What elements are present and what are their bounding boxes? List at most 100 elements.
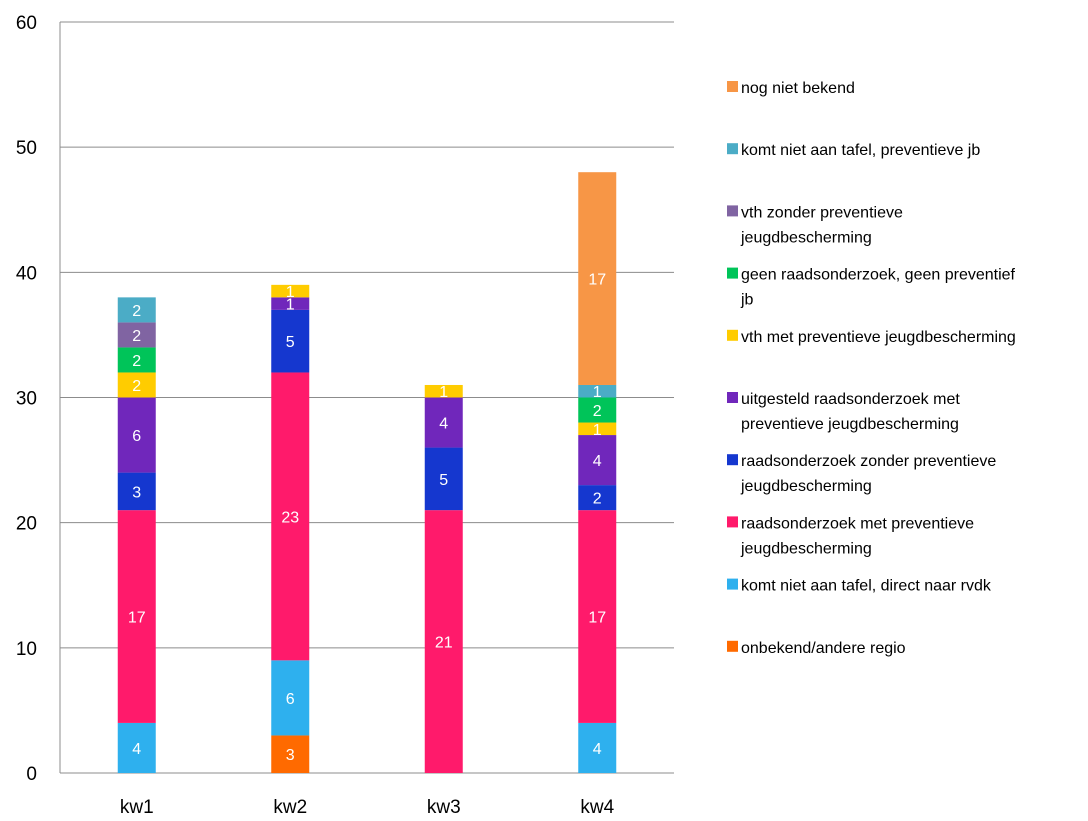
legend-label: komt niet aan tafel, direct naar rvdk	[741, 578, 992, 595]
gridlines	[59, 21, 674, 774]
y-tick-label: 50	[16, 138, 37, 159]
bar-segment	[271, 297, 310, 310]
legend-label-line: komt niet aan tafel, preventieve jb	[741, 142, 980, 159]
data-label: 2	[132, 328, 141, 345]
legend-label-line: onbekend/andere regio	[741, 640, 906, 657]
legend-label: uitgesteld raadsonderzoek met preventieve…	[741, 391, 960, 433]
data-label: 1	[286, 284, 295, 301]
legend: nog niet bekend komt niet aan tafel, prev…	[727, 80, 1016, 657]
bar-segment	[117, 472, 156, 511]
legend-swatch	[727, 454, 738, 466]
x-tick-label: kw4	[580, 797, 614, 818]
legend-label: vth met preventieve jeugdbescherming	[741, 329, 1016, 346]
legend-swatch	[727, 267, 738, 279]
bar-segment	[578, 397, 617, 423]
data-label: 2	[132, 353, 141, 370]
legend-label-line: geen raadsonderzoek, geen preventief	[741, 267, 1016, 284]
legend-label: vth zonder preventieve jeugdbescherming	[740, 204, 903, 246]
data-label: 3	[132, 484, 141, 501]
legend-swatch	[727, 392, 738, 403]
x-tick-label: kw1	[120, 797, 154, 818]
legend-label-line: nog niet bekend	[741, 80, 855, 97]
legend-label: geen raadsonderzoek, geen preventief jb	[740, 267, 1016, 309]
data-label: 4	[593, 453, 602, 470]
legend-label-line: jeugdbescherming	[740, 478, 872, 495]
legend-swatch	[727, 516, 738, 528]
legend-swatch	[727, 329, 738, 341]
x-axis-ticks: kw1 kw2 kw3 kw4	[120, 797, 615, 818]
bar-segment	[271, 660, 310, 736]
data-label: 5	[286, 334, 295, 351]
y-tick-label: 10	[16, 639, 37, 660]
bar-segment	[117, 322, 156, 348]
bar-segment	[117, 397, 156, 473]
bar-segment	[578, 172, 617, 385]
y-tick-label: 60	[16, 13, 37, 34]
legend-label-line: jeugdbescherming	[740, 540, 872, 557]
data-label: 1	[593, 422, 602, 439]
bar-segment	[578, 384, 617, 398]
data-label: 4	[593, 741, 602, 758]
y-tick-label: 0	[26, 764, 37, 785]
legend-swatch	[727, 143, 738, 155]
legend-label: onbekend/andere regio	[741, 640, 906, 657]
y-tick-label: 20	[16, 514, 37, 535]
data-label: 3	[286, 747, 295, 764]
legend-label: komt niet aan tafel, preventieve jb	[741, 142, 980, 159]
bar-segment	[424, 510, 463, 773]
legend-label-line: preventieve jeugdbescherming	[741, 416, 959, 433]
bar-segment	[578, 422, 617, 436]
legend-swatch	[727, 578, 738, 590]
data-label: 23	[281, 509, 299, 526]
bar-segment	[117, 510, 156, 723]
y-axis-ticks: 0 10 20 30 40 50 60	[16, 13, 37, 785]
bar-segment	[117, 347, 156, 373]
bar-segment	[117, 297, 156, 323]
bar-segment	[271, 309, 310, 373]
legend-label-line: komt niet aan tafel, direct naar rvdk	[741, 578, 992, 595]
legend-label-line: raadsonderzoek met preventieve	[741, 515, 974, 532]
legend-label-line: jb	[740, 292, 754, 309]
bar-segment	[424, 447, 463, 511]
data-label: 17	[588, 272, 606, 289]
data-label: 4	[132, 741, 141, 758]
legend-swatch	[727, 205, 738, 217]
bar-segment	[578, 510, 617, 723]
x-tick-label: kw3	[427, 797, 461, 818]
data-label: 21	[435, 635, 453, 652]
legend-swatch	[727, 81, 738, 92]
legend-label: raadsonderzoek zonder preventieve jeugdbe…	[740, 453, 996, 495]
bar-segment	[424, 397, 463, 448]
data-label: 6	[132, 428, 141, 445]
legend-label-line: jeugdbescherming	[740, 229, 872, 246]
legend-label-line: raadsonderzoek zonder preventieve	[741, 453, 996, 470]
data-label: 2	[132, 303, 141, 320]
data-label: 1	[439, 384, 448, 401]
bar-segment	[271, 372, 310, 661]
data-label: 1	[286, 297, 295, 314]
data-label: 2	[132, 378, 141, 395]
legend-label-line: uitgesteld raadsonderzoek met	[741, 391, 960, 408]
data-label: 5	[439, 472, 448, 489]
legend-label: nog niet bekend	[741, 80, 855, 97]
x-tick-label: kw2	[273, 797, 307, 818]
bar-segment	[271, 735, 310, 773]
data-label: 2	[593, 403, 602, 420]
data-label: 6	[286, 691, 295, 708]
data-label: 17	[588, 610, 606, 627]
bar-segment	[271, 284, 310, 298]
bar-segment	[578, 722, 617, 773]
bar-segment	[117, 722, 156, 773]
bar-segment	[117, 372, 156, 398]
data-label: 1	[593, 384, 602, 401]
legend-label: raadsonderzoek met preventieve jeugdbesch…	[740, 515, 974, 557]
y-tick-label: 40	[16, 263, 37, 284]
bar-segment	[578, 435, 617, 486]
bar-segment	[424, 384, 463, 398]
y-tick-label: 30	[16, 389, 37, 410]
data-label: 2	[593, 491, 602, 508]
legend-swatch	[727, 640, 738, 652]
data-label: 17	[128, 610, 146, 627]
